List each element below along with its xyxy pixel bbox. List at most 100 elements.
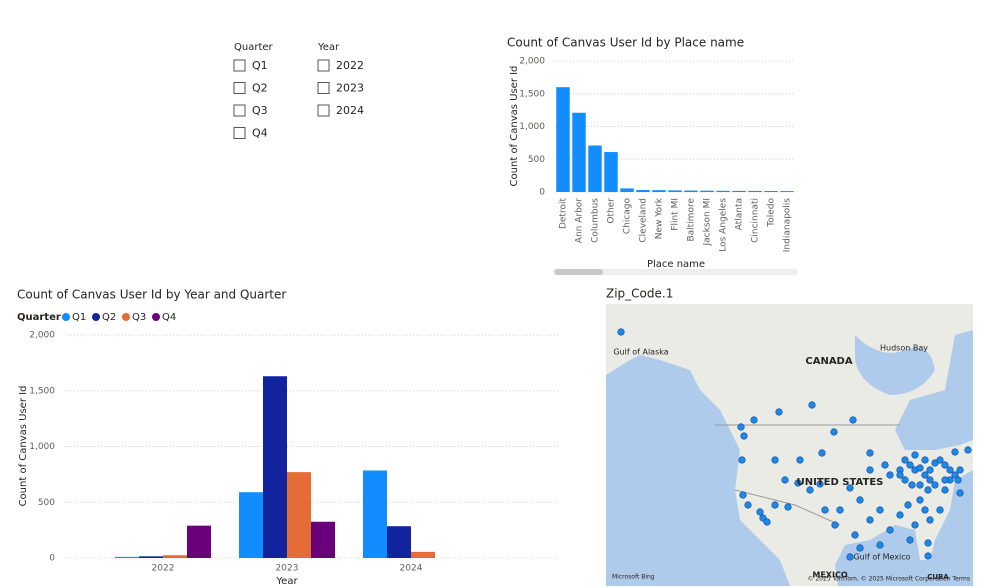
slicer-item[interactable]: Q3 <box>252 104 268 117</box>
map-point[interactable] <box>816 480 824 488</box>
checkbox[interactable] <box>317 82 330 94</box>
map-point[interactable] <box>818 449 826 457</box>
map-point[interactable] <box>866 449 874 457</box>
map-point[interactable] <box>941 486 949 494</box>
map-point[interactable] <box>846 553 854 561</box>
map-point[interactable] <box>916 496 924 504</box>
map-point[interactable] <box>941 476 949 484</box>
map-point[interactable] <box>916 481 924 489</box>
map-point[interactable] <box>931 481 939 489</box>
legend-swatch[interactable] <box>122 313 130 321</box>
map-point[interactable] <box>744 501 752 509</box>
map-point[interactable] <box>954 476 962 484</box>
bar[interactable] <box>668 190 682 192</box>
checkbox[interactable] <box>233 82 246 94</box>
bar[interactable] <box>115 556 139 558</box>
map-point[interactable] <box>775 408 783 416</box>
map-point[interactable] <box>956 489 964 497</box>
slicer-item[interactable]: Q4 <box>252 127 268 140</box>
bar[interactable] <box>684 190 698 192</box>
map-point[interactable] <box>830 428 838 436</box>
map-point[interactable] <box>738 456 746 464</box>
legend-swatch[interactable] <box>152 313 160 321</box>
map-point[interactable] <box>876 541 884 549</box>
checkbox[interactable] <box>317 59 330 72</box>
bar[interactable] <box>263 376 287 558</box>
map-point[interactable] <box>926 476 934 484</box>
map-point[interactable] <box>849 416 857 424</box>
slicer-item[interactable]: Q1 <box>252 59 268 72</box>
map-point[interactable] <box>886 471 894 479</box>
map-point[interactable] <box>936 456 944 464</box>
checkbox[interactable] <box>233 59 246 72</box>
map-point[interactable] <box>956 466 964 474</box>
map-point[interactable] <box>911 521 919 529</box>
map-point[interactable] <box>926 516 934 524</box>
bar[interactable] <box>163 555 187 558</box>
map-point[interactable] <box>756 508 764 516</box>
legend-label[interactable]: Q1 <box>72 312 86 323</box>
bar[interactable] <box>700 190 714 192</box>
map-point[interactable] <box>896 511 904 519</box>
bar[interactable] <box>387 526 411 558</box>
bar[interactable] <box>636 190 650 192</box>
bar[interactable] <box>556 87 570 192</box>
map-point[interactable] <box>941 461 949 469</box>
bar[interactable] <box>716 190 730 192</box>
checkbox[interactable] <box>233 104 246 117</box>
bar[interactable] <box>572 112 586 192</box>
map-point[interactable] <box>896 471 904 479</box>
bar[interactable] <box>311 521 335 558</box>
legend-swatch[interactable] <box>62 313 70 321</box>
map-point[interactable] <box>936 506 944 514</box>
legend-label[interactable]: Q4 <box>162 312 176 323</box>
map-point[interactable] <box>851 531 859 539</box>
map-point[interactable] <box>739 491 747 499</box>
map-point[interactable] <box>866 516 874 524</box>
map-point[interactable] <box>821 506 829 514</box>
map-point[interactable] <box>946 466 954 474</box>
bar[interactable] <box>652 190 666 192</box>
map-point[interactable] <box>906 461 914 469</box>
map-point[interactable] <box>796 456 804 464</box>
map-point[interactable] <box>886 526 894 534</box>
map-point[interactable] <box>763 518 771 526</box>
slicer-item[interactable]: 2024 <box>336 104 364 117</box>
bar[interactable] <box>780 191 794 192</box>
bar[interactable] <box>604 152 618 192</box>
map-point[interactable] <box>924 539 932 547</box>
bar[interactable] <box>363 470 387 558</box>
bar[interactable] <box>748 190 762 192</box>
map-point[interactable] <box>904 501 912 509</box>
map-point[interactable] <box>846 484 854 492</box>
map-point[interactable] <box>876 506 884 514</box>
map-point[interactable] <box>924 552 932 560</box>
bar[interactable] <box>411 551 435 558</box>
map-point[interactable] <box>781 476 789 484</box>
bar[interactable] <box>187 525 211 558</box>
map-point[interactable] <box>784 503 792 511</box>
bar[interactable] <box>588 145 602 192</box>
bar[interactable] <box>287 472 311 558</box>
bar[interactable] <box>732 190 746 192</box>
legend-label[interactable]: Q2 <box>102 312 116 323</box>
map-point[interactable] <box>617 328 625 336</box>
map-point[interactable] <box>737 423 745 431</box>
scrollbar[interactable] <box>554 269 798 275</box>
bar[interactable] <box>620 188 634 192</box>
map-point[interactable] <box>881 461 889 469</box>
map-point[interactable] <box>831 521 839 529</box>
bar[interactable] <box>139 556 163 558</box>
map-point[interactable] <box>906 536 914 544</box>
slicer-item[interactable]: 2023 <box>336 82 364 95</box>
map-point[interactable] <box>856 496 864 504</box>
map-point[interactable] <box>908 481 916 489</box>
map-point[interactable] <box>740 432 748 440</box>
map-point[interactable] <box>911 451 919 459</box>
map-point[interactable] <box>771 501 779 509</box>
map-point[interactable] <box>916 464 924 472</box>
map-point[interactable] <box>866 466 874 474</box>
map-point[interactable] <box>750 416 758 424</box>
map-point[interactable] <box>771 456 779 464</box>
map-point[interactable] <box>921 456 929 464</box>
